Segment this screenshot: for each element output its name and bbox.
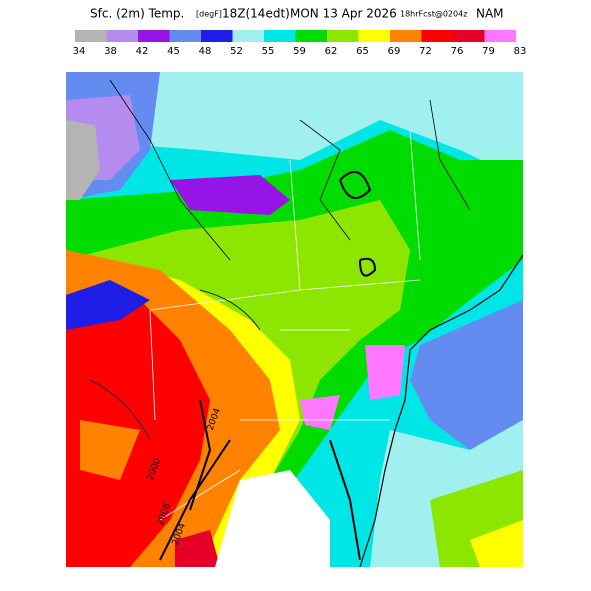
colorbar-label: 55: [262, 46, 275, 57]
state-border: [149, 129, 421, 521]
colorbar-box: [75, 30, 107, 42]
title-field: Sfc. (2m) Temp.: [90, 7, 184, 21]
colorbar-label: 72: [419, 46, 432, 57]
temp-region: [175, 530, 220, 567]
height-contour: [159, 171, 377, 561]
title-model: NAM: [476, 7, 504, 21]
temp-region: [66, 72, 523, 180]
title-time: 18Z(14edt): [222, 7, 290, 21]
title-forecast: 18hrFcst@0204z: [400, 10, 467, 19]
temp-region: [410, 300, 523, 450]
colorbar-box: [484, 30, 516, 42]
colorbar-box: [138, 30, 170, 42]
colorbar-box: [358, 30, 390, 42]
temp-region: [470, 520, 523, 567]
colorbar-label: 52: [230, 46, 243, 57]
colorbar-label: 59: [293, 46, 306, 57]
colorbar-label: 83: [514, 46, 527, 57]
colorbar-label: 42: [136, 46, 149, 57]
colorbar-label: 69: [388, 46, 401, 57]
title-units: [degF]: [196, 10, 222, 19]
colorbar-box: [453, 30, 485, 42]
coastline: [359, 254, 523, 567]
colorbar-box: [201, 30, 233, 42]
temp-region: [66, 120, 100, 200]
temp-region: [80, 420, 140, 480]
colorbar-label: 62: [325, 46, 338, 57]
colorbar-box: [264, 30, 296, 42]
temp-region: [170, 175, 290, 215]
colorbar: 34 38 42 45 48 52 55 59 62 65 69 72 76 79 83: [73, 30, 527, 57]
colorbar-box: [421, 30, 453, 42]
colorbar-label: 45: [167, 46, 180, 57]
title-date: MON 13 Apr 2026: [290, 7, 397, 21]
temperature-map: 2000 2004 2004 2008: [66, 72, 523, 567]
title: Sfc. (2m) Temp. [degF] 18Z(14edt) MON 13…: [90, 7, 504, 21]
height-contour: [89, 79, 471, 441]
colorbar-box: [232, 30, 264, 42]
colorbar-box: [390, 30, 422, 42]
outside-domain: [215, 470, 330, 567]
colorbar-label: 48: [199, 46, 212, 57]
colorbar-label: 38: [104, 46, 117, 57]
temp-region: [300, 395, 340, 430]
colorbar-label: 79: [482, 46, 495, 57]
colorbar-box: [169, 30, 201, 42]
colorbar-label: 34: [73, 46, 86, 57]
colorbar-label: 65: [356, 46, 369, 57]
temp-region: [66, 280, 150, 330]
colorbar-box: [106, 30, 138, 42]
colorbar-label: 76: [451, 46, 464, 57]
colorbar-box: [295, 30, 327, 42]
colorbar-box: [327, 30, 359, 42]
temp-region: [365, 345, 405, 400]
